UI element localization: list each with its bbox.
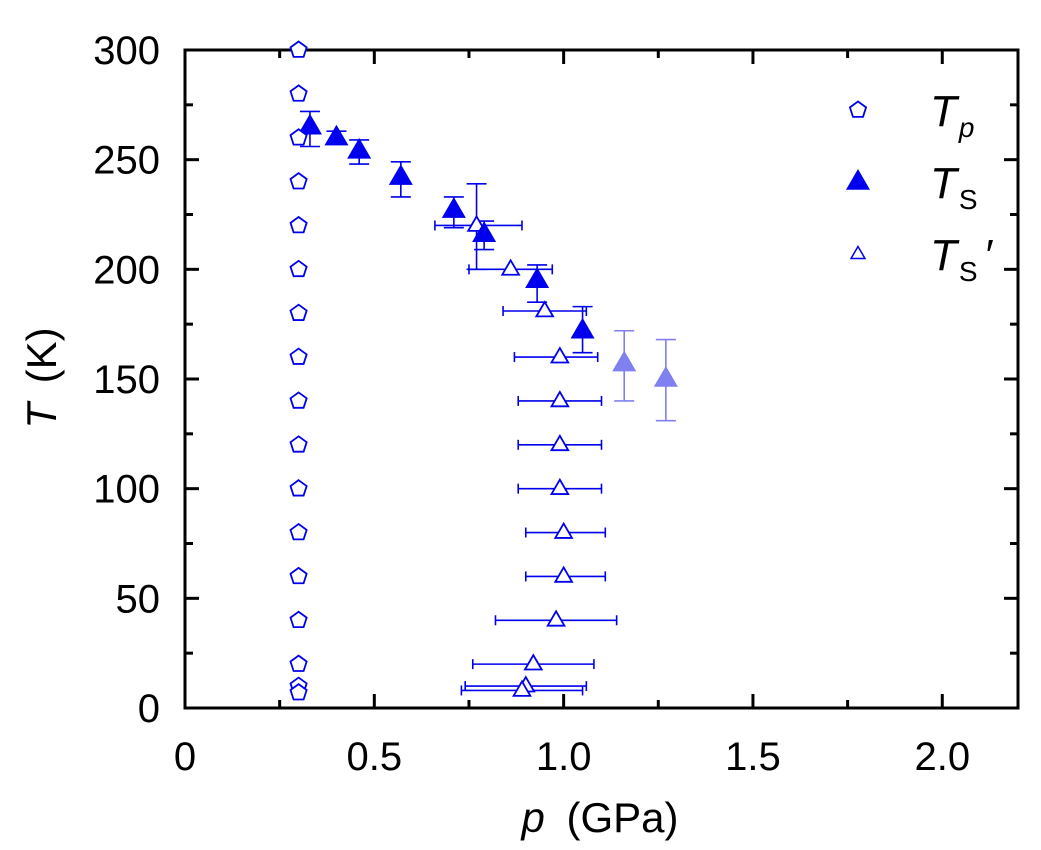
- ts-prime-point: [553, 565, 574, 583]
- ticks-layer: [183, 48, 1018, 710]
- y-axis-label: T (K): [18, 327, 65, 428]
- legend-label: Tp: [930, 87, 974, 143]
- tp-point: [289, 610, 308, 629]
- y-tick-label: 200: [93, 248, 160, 292]
- legend-label: TS ′: [930, 231, 994, 287]
- ts-prime-point: [500, 258, 521, 276]
- open-triangle-marker-icon: [849, 245, 867, 260]
- tp-point: [289, 128, 308, 146]
- y-tick-label: 100: [93, 468, 160, 512]
- pentagon-marker-icon: [848, 100, 868, 118]
- ts-prime-point: [553, 521, 574, 539]
- legend-label: TS: [930, 159, 978, 215]
- tp-point: [289, 566, 308, 585]
- tp-point: [289, 479, 308, 497]
- legend-entry: TS ′: [849, 231, 994, 287]
- ts-point: [441, 197, 466, 218]
- ts-prime-point: [523, 653, 544, 671]
- x-axis-unit: (GPa): [567, 794, 679, 841]
- ts-prime-point: [549, 390, 570, 408]
- ts-point: [388, 164, 413, 185]
- tick-labels-layer: 0 0.5 1.0 1.5 2.0 0 50 100 150 200 250 300: [93, 29, 970, 779]
- x-tick-label: 0.5: [347, 735, 403, 779]
- ts-prime-point: [534, 300, 555, 318]
- marker-layer: [289, 40, 678, 701]
- legend-label-main: T: [930, 231, 960, 280]
- tp-point: [289, 522, 308, 541]
- plot-frame-layer: [183, 48, 1020, 710]
- tp-point: [289, 347, 308, 365]
- ts-point: [570, 317, 595, 339]
- x-tick-label: 1.0: [536, 735, 592, 779]
- legend-label-suffix: ′: [986, 231, 994, 280]
- y-tick-label: 50: [116, 577, 161, 621]
- legend-label-subscript: p: [958, 112, 975, 143]
- errorbar-layer: [299, 110, 676, 696]
- tp-point: [289, 683, 308, 701]
- ts-prime-point: [549, 477, 570, 495]
- tp-point: [289, 171, 308, 190]
- ts-point: [653, 366, 678, 387]
- ts-point: [612, 350, 637, 372]
- tp-point: [289, 215, 308, 234]
- tp-point: [289, 303, 308, 321]
- tp-point: [289, 259, 308, 278]
- y-tick-label: 300: [93, 29, 160, 73]
- ts-point: [324, 124, 349, 146]
- tp-point: [289, 435, 308, 453]
- y-tick-label: 0: [138, 687, 160, 731]
- y-axis-unit: (K): [18, 327, 65, 383]
- ts-prime-point: [549, 346, 570, 364]
- ts-prime-point: [549, 434, 570, 452]
- tp-point: [289, 391, 308, 409]
- y-tick-label: 250: [93, 139, 160, 183]
- y-axis-variable: T: [18, 400, 65, 429]
- plot-frame: [183, 48, 1020, 710]
- tp-point: [289, 84, 308, 102]
- x-tick-label: 1.5: [725, 735, 781, 779]
- legend-entry: Tp: [848, 87, 974, 143]
- y-tick-label: 150: [93, 358, 160, 402]
- ts-point: [525, 267, 550, 288]
- x-tick-label: 0: [174, 735, 196, 779]
- x-tick-label: 2.0: [914, 735, 970, 779]
- ts-prime-point: [546, 609, 566, 627]
- ts-point: [297, 113, 322, 135]
- tp-point: [289, 654, 308, 672]
- filled-triangle-marker-icon: [845, 169, 871, 190]
- x-axis-label: p (GPa): [519, 794, 678, 841]
- legend-label-main: T: [930, 159, 960, 208]
- legend-entry: TS: [845, 159, 978, 215]
- legend-label-subscript: S: [959, 256, 978, 287]
- legend-label-subscript: S: [959, 184, 978, 215]
- ts-prime-point: [512, 679, 532, 697]
- x-axis-variable: p: [519, 794, 544, 841]
- ts-point: [472, 221, 497, 242]
- tp-point: [289, 40, 308, 58]
- ts-point: [347, 137, 372, 159]
- legend-label-main: T: [930, 87, 960, 136]
